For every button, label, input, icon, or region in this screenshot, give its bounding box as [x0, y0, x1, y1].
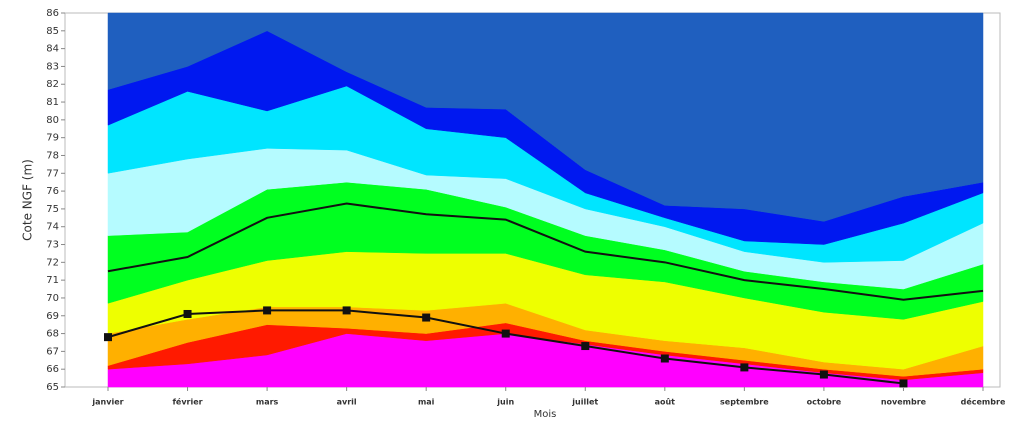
band — [107, 12, 984, 222]
y-tick-label: 79 — [46, 133, 59, 144]
marker — [263, 306, 272, 315]
line — [107, 202, 984, 301]
x-tick-label: juillet — [571, 398, 598, 407]
x-tick-label: décembre — [961, 397, 1006, 407]
y-tick-label: 69 — [46, 311, 59, 322]
y-tick-label: 77 — [46, 168, 59, 179]
y-tick-label: 74 — [46, 222, 59, 233]
y-tick-label: 70 — [46, 293, 59, 304]
y-tick-label: 68 — [46, 329, 59, 340]
x-tick-label: février — [172, 397, 202, 407]
marker — [183, 309, 192, 318]
y-tick-label: 72 — [46, 257, 59, 268]
marker — [342, 306, 351, 315]
x-tick-label: septembre — [720, 398, 769, 407]
x-tick-label: octobre — [807, 398, 842, 407]
y-tick-label: 85 — [46, 26, 59, 37]
y-tick-label: 73 — [46, 240, 59, 251]
y-tick-label: 81 — [46, 97, 59, 108]
marker — [660, 354, 669, 363]
marker — [740, 363, 749, 372]
x-tick-label: août — [655, 398, 676, 407]
y-tick-label: 65 — [46, 382, 59, 393]
x-tick-label: mai — [418, 398, 435, 407]
y-tick-label: 67 — [46, 346, 59, 357]
y-tick-label: 83 — [46, 61, 59, 72]
y-tick-label: 86 — [46, 8, 59, 19]
marker — [104, 333, 112, 342]
y-tick-label: 66 — [46, 364, 59, 375]
y-tick-label: 80 — [46, 115, 59, 126]
y-tick-label: 78 — [46, 150, 59, 161]
y-tick-label: 76 — [46, 186, 59, 197]
x-tick-label: janvier — [91, 398, 123, 407]
marker — [581, 342, 590, 351]
y-axis-label: Cote NGF (m) — [21, 159, 35, 241]
y-tick-label: 75 — [46, 204, 59, 215]
x-tick-label: juin — [496, 398, 514, 407]
y-tick-label: 82 — [46, 79, 59, 90]
y-tick-label: 71 — [46, 275, 59, 286]
x-tick-label: novembre — [881, 398, 927, 407]
x-tick-label: avril — [337, 398, 357, 407]
marker — [899, 379, 908, 388]
marker — [819, 370, 828, 379]
marker — [501, 329, 510, 338]
x-axis-label: Mois — [534, 409, 557, 420]
y-tick-label: 84 — [46, 44, 59, 55]
marker — [422, 313, 431, 322]
x-tick-label: mars — [256, 398, 279, 407]
